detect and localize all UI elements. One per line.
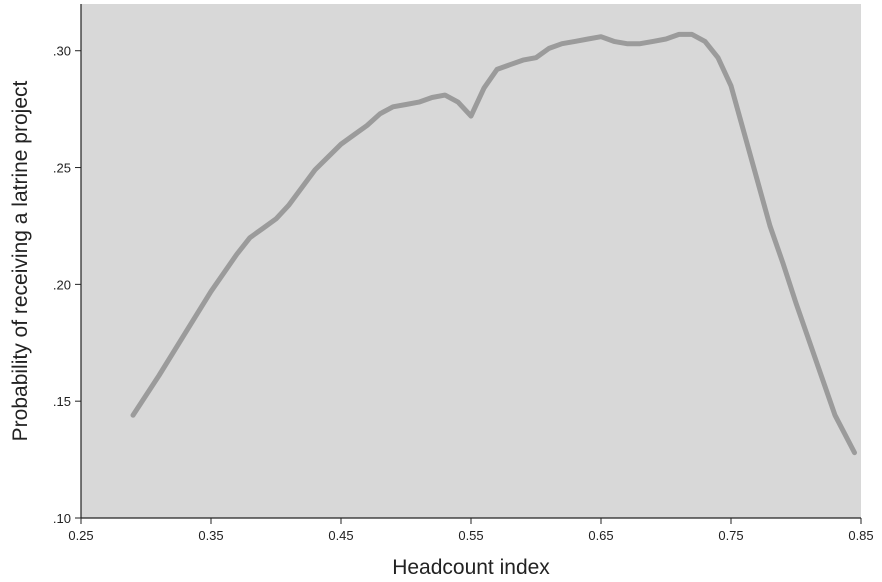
y-tick-label: .20 (53, 277, 71, 292)
y-axis-ticks: .10 .15 .20 .25 .30 (53, 44, 81, 526)
x-tick-label: 0.45 (328, 528, 353, 543)
y-tick-label: .30 (53, 44, 71, 59)
x-tick-label: 0.35 (198, 528, 223, 543)
plot-background (81, 4, 861, 518)
y-tick-label: .10 (53, 511, 71, 526)
x-tick-label: 0.65 (588, 528, 613, 543)
x-axis-title: Headcount index (392, 556, 550, 579)
x-tick-label: 0.25 (68, 528, 93, 543)
y-tick-label: .15 (53, 394, 71, 409)
y-axis-title: Probability of receiving a latrine proje… (9, 80, 32, 441)
x-axis-ticks: 0.25 0.35 0.45 0.55 0.65 0.75 0.85 (68, 518, 874, 543)
x-tick-label: 0.85 (848, 528, 873, 543)
x-tick-label: 0.75 (718, 528, 743, 543)
y-tick-label: .25 (53, 161, 71, 176)
series-line (130, 31, 857, 456)
x-tick-label: 0.55 (458, 528, 483, 543)
